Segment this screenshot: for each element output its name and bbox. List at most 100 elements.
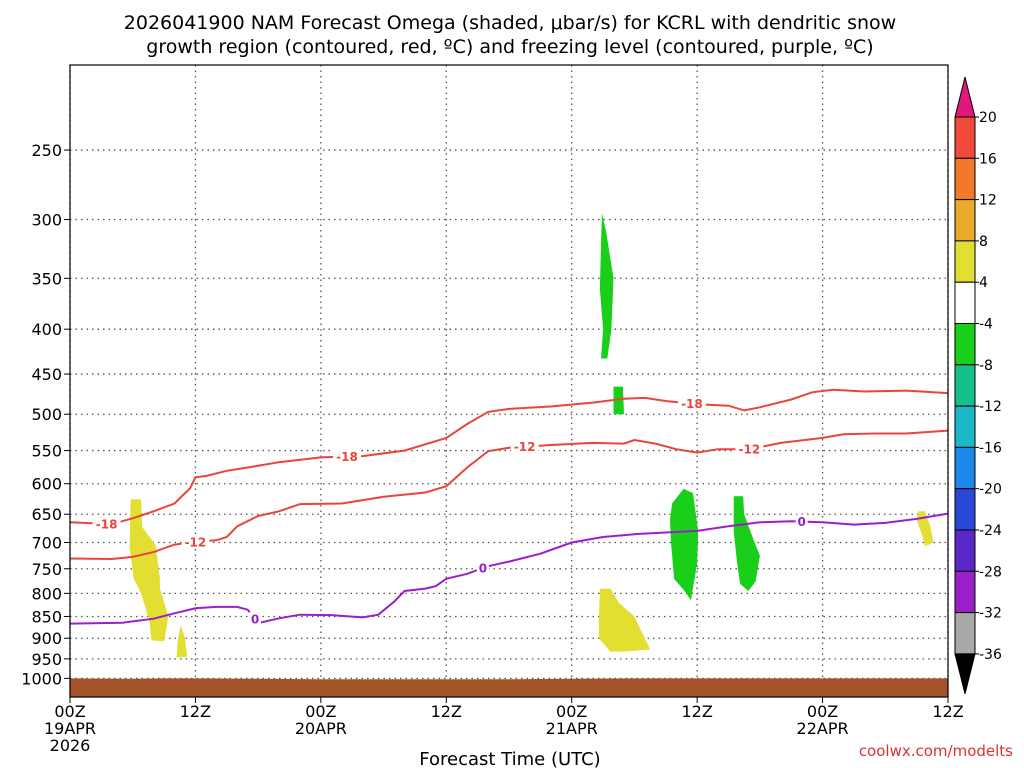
colorbar-swatch [954,199,976,242]
x-tick-label: 00Z [305,702,336,721]
x-tick-label: 00Z [807,702,838,721]
x-tick-label: 12Z [681,702,712,721]
y-tick-label: 450 [31,365,62,384]
omega-shaded-region [598,588,651,652]
contour-label-background [181,534,210,549]
colorbar-swatch [954,529,976,572]
y-tick-label: 800 [31,584,62,603]
y-tick-label: 250 [31,141,62,160]
y-tick-label: 550 [31,442,62,461]
contour-label-background [677,396,706,411]
colorbar-bottom-triangle [954,653,976,695]
contour-label-background [249,612,262,627]
colorbar-label: 20 [979,110,997,126]
colorbar-top-triangle [954,76,976,118]
y-tick-label: 1000 [21,669,62,688]
pressure-axis: 250 300 350 400 450 500 550 600 650 700 750 800 850 9… [21,141,70,688]
y-tick-label: 950 [31,650,62,669]
omega-shaded-region [916,511,934,547]
x-tick-label: 19APR [44,719,96,738]
colorbar-label: -36 [979,647,1002,663]
omega-colorbar: 20 16 12 8 4 -4 -8 -12 -16 -20 -24 -28 -32 -36 [954,76,1002,695]
y-tick-label: 400 [31,320,62,339]
contour-label-background [735,442,764,457]
colorbar-label: -16 [979,440,1002,456]
colorbar-label: -8 [979,358,993,374]
x-tick-label: 00Z [54,702,85,721]
contour-label: -12 [739,443,761,457]
y-tick-label: 350 [31,269,62,288]
colorbar-label: -32 [979,606,1002,622]
colorbar-swatch [954,446,976,490]
x-tick-label: 21APR [546,719,598,738]
colorbar-label: -24 [979,523,1002,539]
colorbar-swatch [954,157,976,201]
contour-label-background [92,516,121,531]
chart-title-line-1: 2026041900 NAM Forecast Omega (shaded, μ… [124,12,896,34]
y-tick-label: 750 [31,560,62,579]
y-tick-label: 900 [31,629,62,648]
contour-label: -18 [336,450,358,464]
omega-shaded-region [613,386,624,415]
colorbar-label: 12 [979,193,997,209]
contour-label: 0 [797,515,805,529]
contour-label: -12 [185,535,207,549]
contour-label-background [510,439,539,454]
ground-fill [70,678,948,697]
chart-title-line-2: growth region (contoured, red, ºC) and f… [146,36,873,58]
colorbar-swatch [954,281,976,325]
omega-shaded-region [129,499,169,642]
temperature-contour-minus18 [69,388,949,526]
x-tick-label: 12Z [180,702,211,721]
contour-label: -12 [514,440,536,454]
contour-label: -18 [681,397,703,411]
colorbar-swatch [954,116,976,159]
colorbar-label: -4 [979,317,993,333]
contour-label-background [332,449,361,464]
x-tick-label: 12Z [932,702,963,721]
y-tick-label: 850 [31,607,62,626]
plot-border [69,64,949,698]
x-tick-label: 00Z [556,702,587,721]
plot-background [70,65,948,697]
colorbar-swatch [954,488,976,531]
y-tick-label: 300 [31,211,62,230]
colorbar-swatch [954,364,976,407]
colorbar-label: -12 [979,399,1002,415]
colorbar-swatch [954,323,976,366]
colorbar-swatch [954,405,976,448]
credit-text: coolwx.com/modelts [859,742,1013,760]
colorbar-label: 16 [979,151,997,167]
x-tick-label: 12Z [431,702,462,721]
colorbar-label: -20 [979,482,1002,498]
plot-area [70,65,948,697]
plot-frame [69,64,949,698]
colorbar-swatch [954,612,976,655]
colorbar-label: 8 [979,234,988,250]
omega-shaded-region [733,496,760,591]
x-axis-label: Forecast Time (UTC) [419,749,600,768]
omega-shaded-region [176,625,188,658]
colorbar-label: -28 [979,564,1002,580]
omega-shaded-regions [129,213,934,658]
contour-label: 0 [251,613,259,627]
contour-label: 0 [479,562,487,576]
y-tick-label: 650 [31,505,62,524]
x-tick-label: 22APR [797,719,849,738]
freezing-level-contour [69,512,949,625]
colorbar-swatch [954,570,976,614]
y-tick-label: 700 [31,533,62,552]
colorbar-swatch [954,240,976,283]
omega-shaded-region [670,488,699,601]
below-ground-fill [70,678,948,697]
x-tick-label: 2026 [50,736,91,755]
colorbar-label: 4 [979,275,988,291]
y-tick-label: 600 [31,475,62,494]
y-tick-label: 500 [31,405,62,424]
contour-label-background [476,561,489,576]
temperature-contours: -18 -18 -18 -12 -12 -12 0 0 0 [69,388,949,627]
omega-shaded-region [599,213,614,359]
x-tick-label: 20APR [295,719,347,738]
